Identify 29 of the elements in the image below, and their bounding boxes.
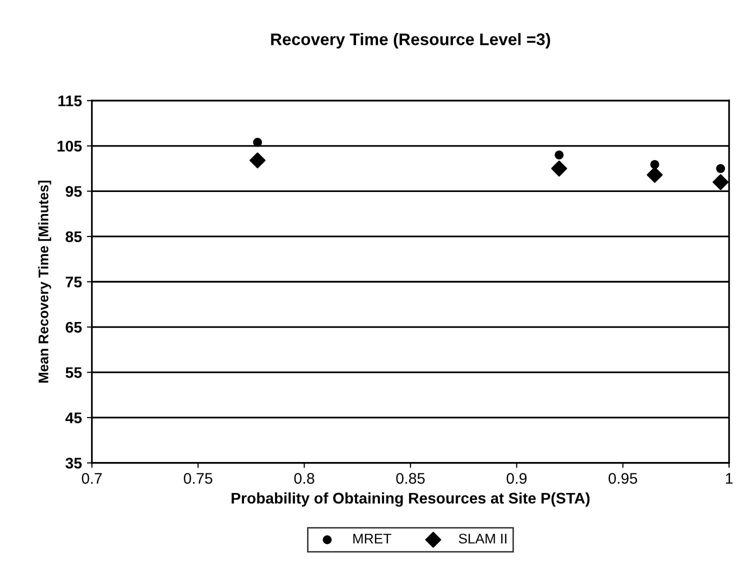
point: [716, 164, 726, 174]
legend-label: SLAM II: [458, 534, 506, 544]
x-tick-label: 1: [726, 473, 733, 484]
point: [250, 152, 266, 168]
legend-label: MRET: [353, 534, 392, 544]
point: [650, 160, 660, 169]
x-tick-label: 0.95: [608, 473, 638, 484]
x-tick-label: 0.7: [82, 473, 102, 484]
y-tick-label: 105: [58, 140, 82, 152]
point: [554, 150, 564, 160]
x-tick-label: 0.9: [506, 473, 527, 484]
point: [551, 160, 568, 177]
x-tick-label: 0.8: [294, 473, 314, 484]
point: [712, 174, 729, 190]
point: [646, 166, 663, 183]
x-axis-title: Probability of Obtaining Resources at Site P(STA): [232, 492, 590, 507]
y-tick-label: 35: [66, 458, 82, 469]
point: [253, 138, 262, 147]
y-tick-label: 65: [66, 322, 82, 333]
y-tick-label: 75: [66, 276, 82, 288]
y-axis-title: Mean Recovery Time [Minutes]: [38, 180, 52, 383]
y-tick-label: 95: [66, 186, 82, 197]
y-tick-label: 85: [66, 231, 82, 242]
x-tick-label: 0.85: [396, 473, 425, 484]
y-tick-label: 115: [58, 96, 82, 106]
y-tick-label: 55: [66, 367, 82, 378]
x-tick-label: 0.75: [184, 473, 212, 484]
chart-title: Recovery Time (Resource Level =3): [271, 32, 550, 49]
y-tick-label: 45: [65, 412, 82, 424]
